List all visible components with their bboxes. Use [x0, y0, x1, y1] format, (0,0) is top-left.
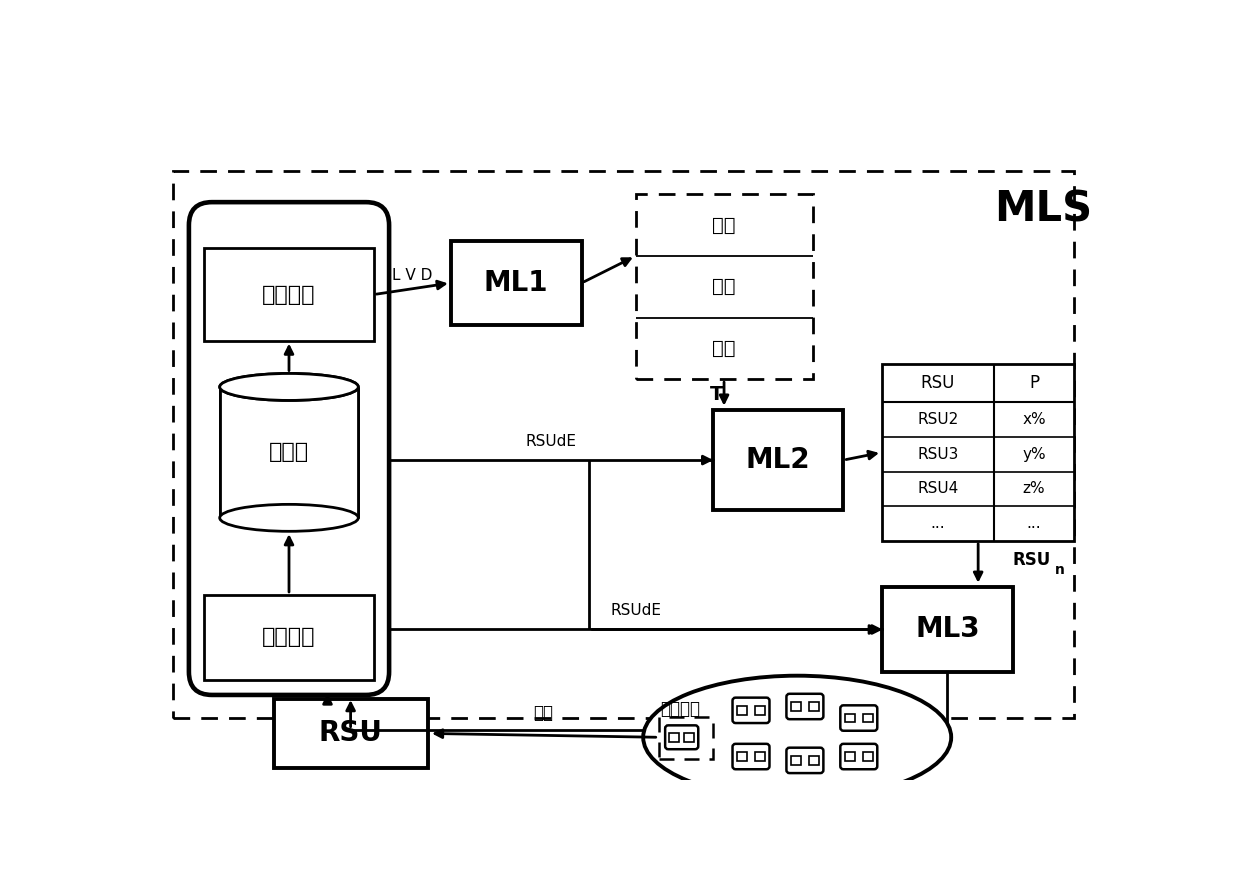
Bar [755, 752, 765, 760]
Text: ...: ... [1027, 516, 1042, 531]
FancyBboxPatch shape [733, 697, 770, 723]
Text: RSU: RSU [319, 719, 382, 747]
Bar [658, 717, 713, 759]
Text: RSU3: RSU3 [918, 447, 959, 462]
FancyBboxPatch shape [733, 744, 770, 769]
Ellipse shape [219, 373, 358, 400]
Text: L V D: L V D [392, 268, 433, 283]
Text: 预测结果: 预测结果 [660, 700, 699, 718]
Bar [450, 241, 582, 325]
Bar [205, 595, 373, 680]
Text: 直行: 直行 [712, 215, 735, 235]
Text: 实时数据: 实时数据 [262, 627, 316, 647]
Bar [810, 703, 820, 710]
Text: 右转: 右转 [712, 339, 735, 358]
Bar [755, 706, 765, 715]
Text: P: P [1029, 374, 1039, 392]
Text: n: n [1055, 563, 1065, 577]
Bar [737, 752, 746, 760]
Bar [882, 364, 1074, 541]
Text: x%: x% [1022, 413, 1045, 427]
Bar [882, 587, 1013, 672]
Text: ML1: ML1 [484, 269, 548, 297]
Bar [635, 194, 812, 379]
Bar [810, 756, 820, 765]
Text: RSU2: RSU2 [918, 413, 959, 427]
Text: RSUdE: RSUdE [610, 603, 661, 618]
Text: 左转: 左转 [712, 278, 735, 296]
FancyBboxPatch shape [188, 202, 389, 695]
Bar [791, 756, 801, 765]
FancyBboxPatch shape [841, 744, 877, 769]
Text: 上传: 上传 [533, 704, 553, 722]
Bar [219, 387, 358, 518]
Text: MLS: MLS [994, 189, 1092, 231]
Ellipse shape [219, 505, 358, 532]
Text: z%: z% [1023, 482, 1045, 497]
Bar [844, 714, 854, 723]
Bar [844, 752, 854, 760]
FancyBboxPatch shape [841, 705, 877, 731]
Bar [684, 733, 694, 741]
Text: ML3: ML3 [915, 616, 980, 644]
Bar [670, 733, 680, 741]
Bar [713, 410, 843, 510]
FancyBboxPatch shape [786, 694, 823, 719]
FancyBboxPatch shape [665, 725, 698, 749]
Text: 数据库: 数据库 [269, 442, 309, 463]
Text: RSUdE: RSUdE [526, 434, 577, 449]
Bar [737, 706, 746, 715]
Text: y%: y% [1022, 447, 1045, 462]
Bar [174, 172, 1074, 718]
Bar [863, 714, 873, 723]
Text: T: T [709, 385, 723, 404]
Text: RSU: RSU [1013, 551, 1052, 569]
Text: RSU: RSU [920, 374, 955, 392]
Bar [863, 752, 873, 760]
Text: ...: ... [930, 516, 945, 531]
Text: RSU4: RSU4 [918, 482, 959, 497]
FancyBboxPatch shape [786, 748, 823, 774]
Ellipse shape [219, 373, 358, 400]
Text: ML2: ML2 [745, 446, 810, 474]
Bar [791, 703, 801, 710]
Ellipse shape [644, 675, 951, 799]
Text: 特征缩放: 特征缩放 [262, 285, 316, 305]
Bar [274, 699, 428, 768]
Bar [205, 248, 373, 341]
